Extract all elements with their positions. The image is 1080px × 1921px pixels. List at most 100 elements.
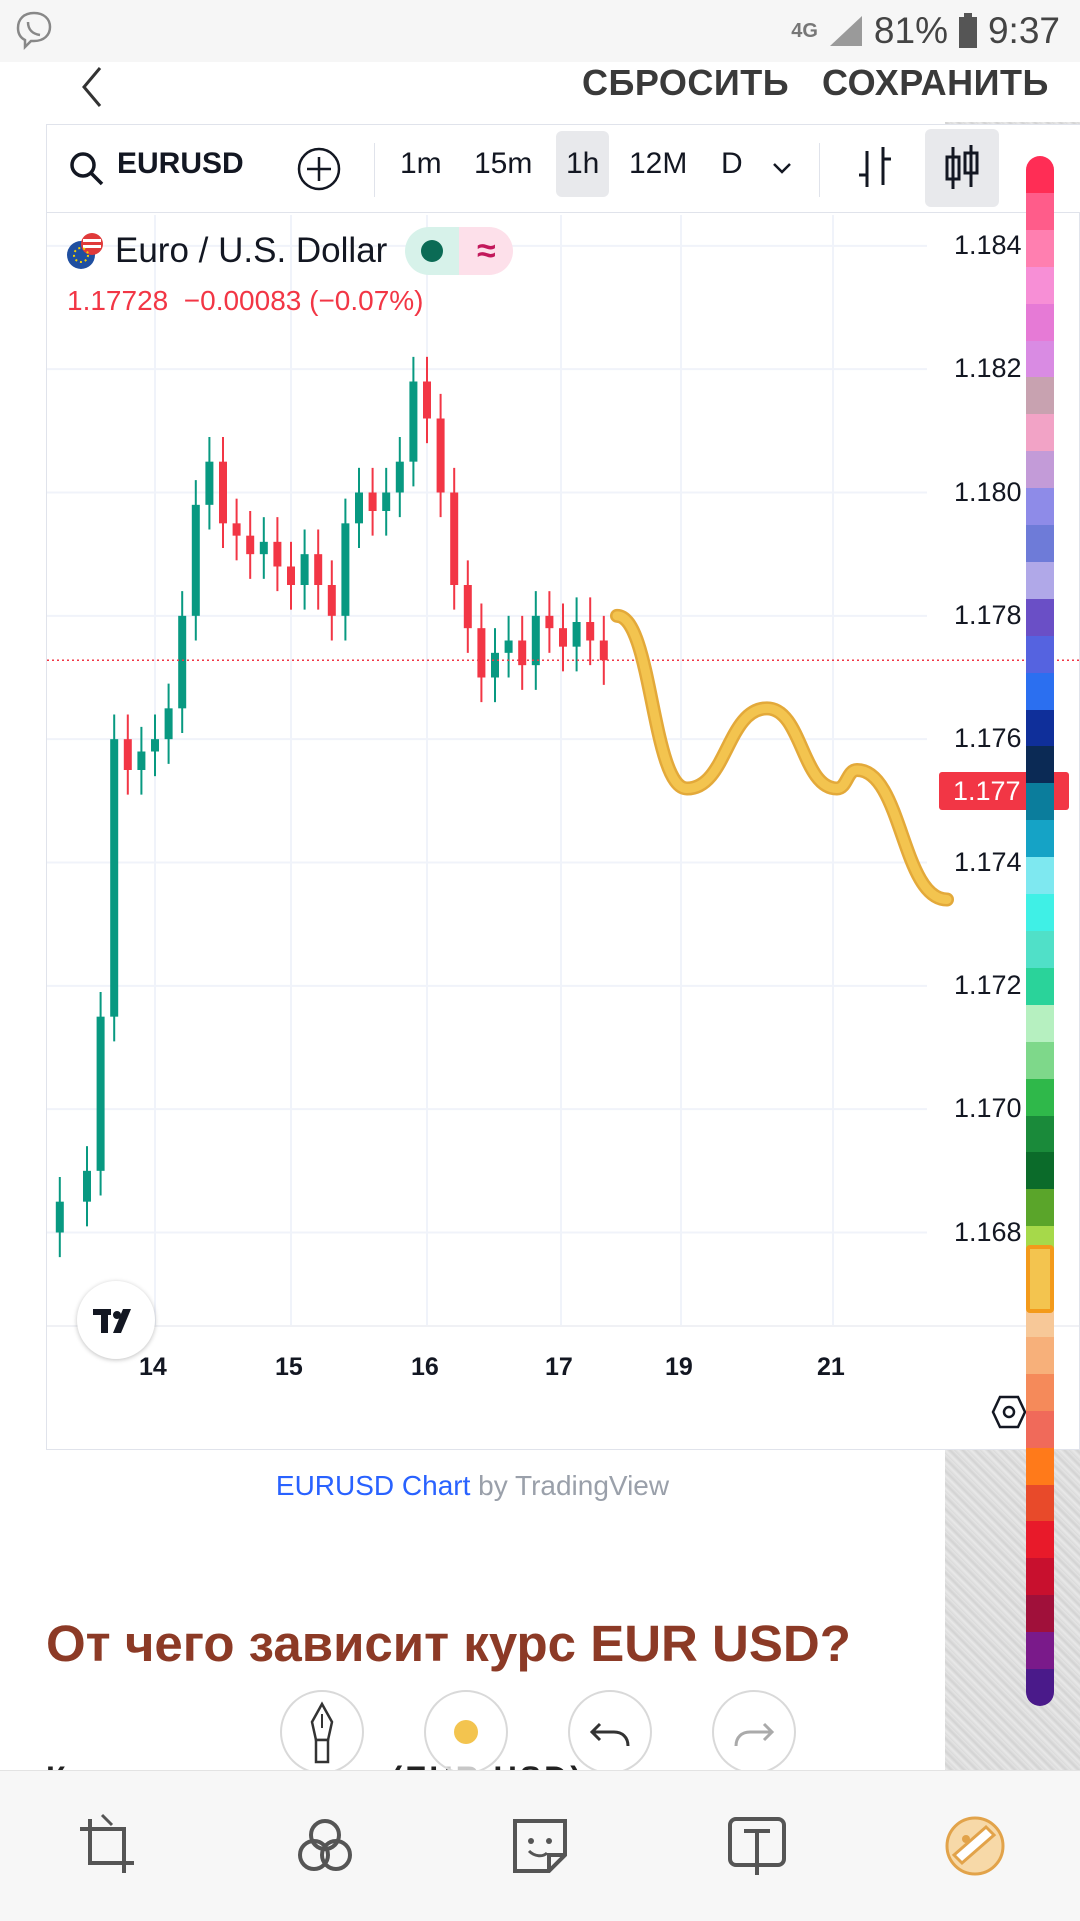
status-bar: 4G 81% 9:37 bbox=[0, 0, 1080, 62]
candle-body bbox=[164, 708, 173, 740]
palette-swatch[interactable] bbox=[1026, 1484, 1054, 1523]
palette-swatch[interactable] bbox=[1026, 1115, 1054, 1154]
draw-icon[interactable] bbox=[940, 1811, 1010, 1881]
palette-swatch[interactable] bbox=[1026, 820, 1054, 859]
palette-swatch[interactable] bbox=[1026, 451, 1054, 490]
viber-icon bbox=[16, 11, 52, 50]
interval-D[interactable]: D bbox=[721, 147, 743, 180]
clock: 9:37 bbox=[987, 10, 1060, 51]
text-icon[interactable] bbox=[722, 1811, 792, 1881]
candles-button[interactable] bbox=[925, 129, 999, 207]
candle-body bbox=[246, 535, 255, 555]
price-chart[interactable] bbox=[47, 215, 1080, 1451]
palette-swatch[interactable] bbox=[1026, 1336, 1054, 1375]
palette-swatch[interactable] bbox=[1026, 1447, 1054, 1486]
candle-body bbox=[395, 461, 404, 493]
interval-15m[interactable]: 15m bbox=[474, 147, 533, 180]
candle-body bbox=[477, 628, 486, 678]
palette-swatch[interactable] bbox=[1026, 894, 1054, 932]
crop-icon[interactable] bbox=[72, 1811, 142, 1881]
palette-swatch[interactable] bbox=[1026, 229, 1054, 268]
settings-hex-icon[interactable] bbox=[991, 1395, 1027, 1429]
time-tick-label: 14 bbox=[139, 1353, 167, 1381]
palette-swatch[interactable] bbox=[1026, 1004, 1054, 1043]
candle-body bbox=[450, 492, 459, 585]
palette-swatch[interactable] bbox=[1026, 598, 1054, 637]
palette-swatch[interactable] bbox=[1026, 635, 1054, 674]
palette-swatch[interactable] bbox=[1026, 1669, 1054, 1706]
article-heading: От чего зависит курс EUR USD? bbox=[46, 1615, 851, 1672]
color-palette[interactable] bbox=[1026, 156, 1054, 1706]
time-tick-label: 19 bbox=[665, 1353, 693, 1381]
candle-body bbox=[341, 523, 350, 616]
search-icon[interactable] bbox=[69, 151, 105, 187]
palette-swatch[interactable] bbox=[1026, 303, 1054, 342]
palette-swatch[interactable] bbox=[1026, 156, 1054, 194]
redo-button[interactable] bbox=[712, 1690, 796, 1774]
symbol-search[interactable]: EURUSD bbox=[117, 147, 244, 180]
time-tick-label: 21 bbox=[817, 1353, 845, 1381]
candle-body bbox=[300, 554, 309, 585]
market-dot-icon bbox=[405, 227, 460, 275]
candle-body bbox=[559, 628, 567, 647]
palette-swatch[interactable] bbox=[1026, 1152, 1054, 1191]
palette-swatch[interactable] bbox=[1026, 783, 1054, 822]
candle-body bbox=[463, 585, 472, 629]
candle-body bbox=[178, 615, 187, 709]
candle-body bbox=[504, 640, 513, 653]
interval-1m[interactable]: 1m bbox=[400, 147, 442, 180]
candle-body bbox=[151, 739, 159, 752]
time-tick-label: 16 bbox=[411, 1353, 439, 1381]
back-arrow-icon[interactable] bbox=[78, 62, 108, 112]
palette-swatch[interactable] bbox=[1026, 1041, 1054, 1080]
palette-swatch[interactable] bbox=[1026, 1595, 1054, 1634]
palette-selected-swatch[interactable] bbox=[1026, 1245, 1054, 1314]
plus-circle-icon[interactable] bbox=[297, 147, 341, 191]
palette-swatch[interactable] bbox=[1026, 1078, 1054, 1117]
color-button[interactable] bbox=[424, 1690, 508, 1774]
reset-button[interactable]: СБРОСИТЬ bbox=[582, 62, 790, 103]
palette-swatch[interactable] bbox=[1026, 266, 1054, 305]
undo-button[interactable] bbox=[568, 1690, 652, 1774]
palette-swatch[interactable] bbox=[1026, 967, 1054, 1006]
palette-swatch[interactable] bbox=[1026, 340, 1054, 379]
interval-12M[interactable]: 12M bbox=[629, 147, 688, 180]
palette-swatch[interactable] bbox=[1026, 857, 1054, 896]
candle-body bbox=[259, 541, 268, 555]
palette-swatch[interactable] bbox=[1026, 1373, 1054, 1412]
filters-icon[interactable] bbox=[290, 1811, 360, 1881]
candle-body bbox=[55, 1201, 64, 1233]
undo-icon bbox=[589, 1722, 630, 1747]
palette-swatch[interactable] bbox=[1026, 672, 1054, 711]
status-pills: ≈ bbox=[405, 227, 514, 275]
time-tick-label: 17 bbox=[545, 1353, 573, 1381]
chevron-down-icon[interactable] bbox=[771, 161, 793, 175]
palette-swatch[interactable] bbox=[1026, 709, 1054, 748]
palette-swatch[interactable] bbox=[1026, 192, 1054, 231]
bars-icon[interactable] bbox=[855, 145, 895, 193]
palette-swatch[interactable] bbox=[1026, 1558, 1054, 1597]
chart-link[interactable]: EURUSD Chart bbox=[275, 1470, 471, 1501]
palette-swatch[interactable] bbox=[1026, 1189, 1054, 1228]
chart-area[interactable]: Euro / U.S. Dollar ≈ 1.17728 −0.00083 (−… bbox=[47, 215, 1080, 1451]
save-button[interactable]: СОХРАНИТЬ bbox=[822, 62, 1049, 103]
palette-swatch[interactable] bbox=[1026, 1632, 1054, 1671]
interval-1h[interactable]: 1h bbox=[556, 131, 610, 197]
palette-swatch[interactable] bbox=[1026, 488, 1054, 527]
palette-swatch[interactable] bbox=[1026, 1410, 1054, 1449]
palette-swatch[interactable] bbox=[1026, 746, 1054, 785]
price-tick-label: 1.184 bbox=[954, 229, 1022, 260]
candle-body bbox=[436, 418, 445, 493]
palette-swatch[interactable] bbox=[1026, 414, 1054, 453]
price-tick-label: 1.168 bbox=[954, 1216, 1022, 1247]
palette-swatch[interactable] bbox=[1026, 377, 1054, 416]
tradingview-logo[interactable] bbox=[77, 1281, 155, 1359]
palette-swatch[interactable] bbox=[1026, 931, 1054, 969]
palette-swatch[interactable] bbox=[1026, 525, 1054, 563]
pen-tool-button[interactable] bbox=[280, 1690, 364, 1774]
candle-body bbox=[96, 1016, 105, 1171]
sticker-icon[interactable] bbox=[505, 1811, 575, 1881]
palette-swatch[interactable] bbox=[1026, 1521, 1054, 1560]
candle-body bbox=[355, 492, 363, 524]
palette-swatch[interactable] bbox=[1026, 561, 1054, 600]
